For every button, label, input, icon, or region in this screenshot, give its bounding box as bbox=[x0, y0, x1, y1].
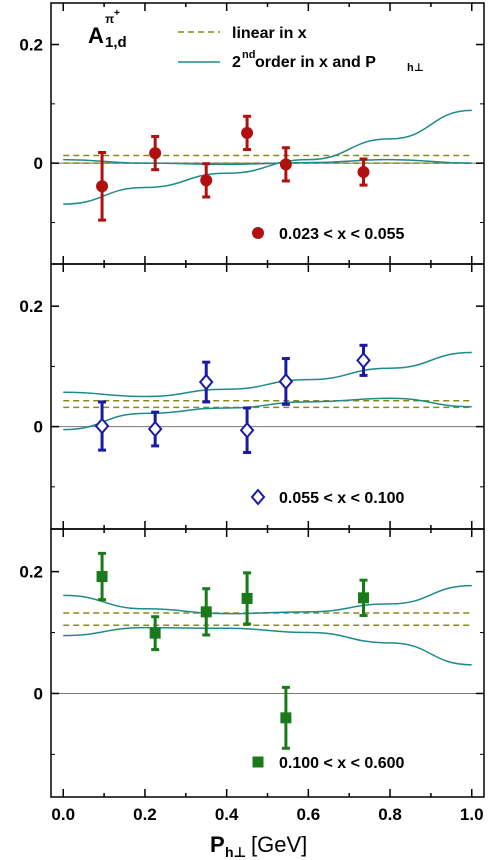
y-tick-label: 0 bbox=[34, 154, 43, 173]
legend: linear in x 2 nd order in x and P h⊥ bbox=[178, 25, 424, 74]
range-legend-marker bbox=[252, 227, 264, 239]
range-label: 0.100 < x < 0.600 bbox=[279, 755, 405, 772]
data-point-3 bbox=[198, 373, 214, 391]
asymmetry-label-sup-plus: + bbox=[114, 8, 120, 19]
x-tick-label: 0.4 bbox=[215, 805, 239, 824]
legend-second-order-label-b: order in x and P bbox=[255, 54, 376, 71]
y-tick-label: 0 bbox=[34, 684, 43, 703]
x-tick-label: 0.8 bbox=[378, 805, 402, 824]
data-point-5 bbox=[280, 712, 292, 724]
data-point-4 bbox=[241, 126, 254, 139]
data-point-3 bbox=[200, 606, 212, 618]
legend-second-order-label-sup: nd bbox=[242, 49, 255, 61]
x-axis-title-main: P bbox=[210, 832, 225, 857]
x-tick-label: 0.0 bbox=[51, 805, 75, 824]
range-legend-marker bbox=[252, 756, 264, 768]
x-tick-labels: 0.0 0.2 0.4 0.6 0.8 1.0 bbox=[51, 805, 483, 824]
y-tick-label: 0 bbox=[34, 418, 43, 437]
asymmetry-label: A π + 1,d bbox=[88, 8, 127, 51]
data-point-4 bbox=[239, 421, 255, 439]
legend-linear-label: linear in x bbox=[232, 25, 307, 42]
panel-3: 0.100 < x < 0.600 0.2 0 bbox=[19, 528, 485, 798]
panel-frame bbox=[50, 528, 485, 798]
x-tick-label: 0.2 bbox=[133, 805, 157, 824]
asymmetry-label-sup: π bbox=[105, 12, 114, 26]
x-tick-label: 1.0 bbox=[460, 805, 484, 824]
second-order-curve-2 bbox=[63, 626, 472, 666]
y-tick-label: 0.2 bbox=[19, 36, 43, 55]
x-axis-title-sub: h⊥ bbox=[225, 844, 246, 860]
data-point-3 bbox=[200, 174, 213, 187]
second-order-curve-1 bbox=[63, 109, 472, 205]
range-legend-marker bbox=[250, 488, 266, 506]
data-point-5 bbox=[279, 158, 292, 171]
second-order-curve-2 bbox=[63, 158, 472, 166]
y-tick-label: 0.2 bbox=[19, 297, 43, 316]
second-order-curve-1 bbox=[63, 584, 472, 615]
asymmetry-label-sub: 1,d bbox=[105, 34, 127, 51]
x-axis-title: P h⊥ [GeV] bbox=[210, 832, 307, 860]
second-order-curve-2 bbox=[63, 397, 472, 431]
data-point-1 bbox=[96, 571, 108, 583]
panel-1: 0.023 < x < 0.055 0.2 0 bbox=[19, 2, 485, 265]
data-point-2 bbox=[149, 147, 162, 160]
panel-frame bbox=[50, 263, 485, 530]
data-point-1 bbox=[94, 417, 110, 435]
data-point-4 bbox=[241, 592, 253, 604]
y-tick-label: 0.2 bbox=[19, 563, 43, 582]
range-label: 0.055 < x < 0.100 bbox=[279, 490, 405, 507]
data-point-6 bbox=[356, 351, 371, 369]
data-point-5 bbox=[278, 372, 294, 390]
data-point-2 bbox=[149, 627, 161, 639]
data-point-6 bbox=[357, 166, 370, 179]
legend-second-order-label-sub: h⊥ bbox=[407, 62, 424, 74]
asymmetry-label-main: A bbox=[88, 23, 104, 48]
second-order-curve-1 bbox=[63, 351, 472, 398]
x-tick-label: 0.6 bbox=[297, 805, 321, 824]
range-label: 0.023 < x < 0.055 bbox=[279, 226, 405, 243]
x-axis-title-unit: [GeV] bbox=[251, 832, 307, 857]
data-point-2 bbox=[147, 420, 163, 438]
data-point-1 bbox=[96, 180, 109, 193]
legend-second-order-label-a: 2 bbox=[232, 54, 241, 71]
data-point-6 bbox=[357, 592, 369, 604]
panel-2: 0.055 < x < 0.100 0.2 0 bbox=[19, 263, 485, 530]
